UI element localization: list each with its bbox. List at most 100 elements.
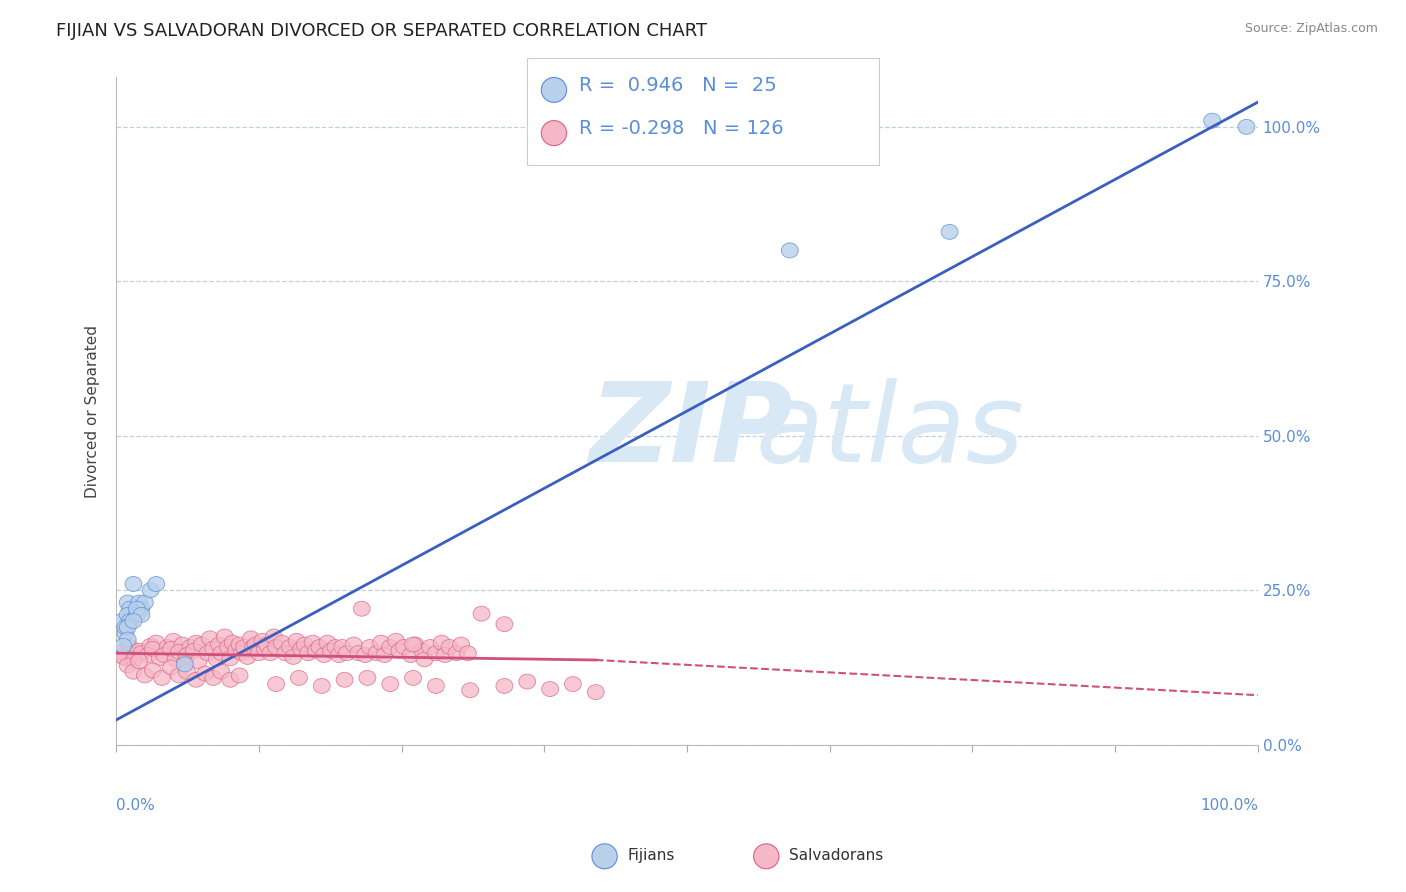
Ellipse shape xyxy=(179,665,195,679)
Ellipse shape xyxy=(267,677,284,691)
Ellipse shape xyxy=(314,679,330,693)
Ellipse shape xyxy=(330,648,347,663)
Ellipse shape xyxy=(179,648,195,663)
Ellipse shape xyxy=(165,633,181,648)
Text: 0.0%: 0.0% xyxy=(117,798,155,813)
Ellipse shape xyxy=(205,671,222,685)
Ellipse shape xyxy=(474,607,491,621)
Ellipse shape xyxy=(256,641,273,657)
Ellipse shape xyxy=(382,640,399,655)
Ellipse shape xyxy=(121,614,138,629)
Ellipse shape xyxy=(117,650,134,665)
Ellipse shape xyxy=(212,665,229,679)
Ellipse shape xyxy=(333,640,350,655)
Ellipse shape xyxy=(395,640,412,655)
Ellipse shape xyxy=(125,665,142,679)
Ellipse shape xyxy=(142,639,159,653)
Ellipse shape xyxy=(131,654,148,669)
Ellipse shape xyxy=(163,641,180,657)
Ellipse shape xyxy=(136,595,153,610)
Ellipse shape xyxy=(121,640,138,655)
Ellipse shape xyxy=(368,646,385,661)
Ellipse shape xyxy=(588,685,605,699)
Ellipse shape xyxy=(361,640,378,655)
Ellipse shape xyxy=(405,671,422,685)
Ellipse shape xyxy=(308,643,325,658)
Ellipse shape xyxy=(496,616,513,632)
Ellipse shape xyxy=(564,677,581,691)
Ellipse shape xyxy=(208,652,225,667)
Ellipse shape xyxy=(190,654,207,669)
Text: R =  0.946   N =  25: R = 0.946 N = 25 xyxy=(579,76,778,95)
Ellipse shape xyxy=(427,679,444,693)
Ellipse shape xyxy=(259,637,276,652)
Ellipse shape xyxy=(357,648,374,663)
Ellipse shape xyxy=(163,660,180,675)
Ellipse shape xyxy=(460,646,477,661)
Ellipse shape xyxy=(388,633,405,648)
Ellipse shape xyxy=(117,620,134,635)
Ellipse shape xyxy=(1237,120,1256,135)
Text: atlas: atlas xyxy=(755,377,1024,484)
Ellipse shape xyxy=(359,671,375,685)
Ellipse shape xyxy=(449,646,465,661)
Ellipse shape xyxy=(120,632,136,647)
Ellipse shape xyxy=(413,643,430,658)
Ellipse shape xyxy=(782,243,799,258)
Ellipse shape xyxy=(288,633,305,648)
Ellipse shape xyxy=(222,673,239,687)
Ellipse shape xyxy=(346,637,363,652)
Text: FIJIAN VS SALVADORAN DIVORCED OR SEPARATED CORRELATION CHART: FIJIAN VS SALVADORAN DIVORCED OR SEPARAT… xyxy=(56,22,707,40)
Ellipse shape xyxy=(200,646,217,661)
Ellipse shape xyxy=(406,637,423,652)
Ellipse shape xyxy=(245,640,262,655)
Ellipse shape xyxy=(152,650,169,665)
Ellipse shape xyxy=(231,668,247,683)
Ellipse shape xyxy=(201,631,218,646)
Ellipse shape xyxy=(176,657,193,672)
Ellipse shape xyxy=(496,679,513,693)
Ellipse shape xyxy=(299,646,316,661)
Ellipse shape xyxy=(134,646,150,661)
Text: Salvadorans: Salvadorans xyxy=(789,848,883,863)
Ellipse shape xyxy=(225,635,242,650)
Ellipse shape xyxy=(328,640,344,655)
Ellipse shape xyxy=(176,656,193,671)
Ellipse shape xyxy=(422,640,439,655)
Text: Fijians: Fijians xyxy=(627,848,675,863)
Ellipse shape xyxy=(131,595,148,610)
Ellipse shape xyxy=(125,576,142,591)
Ellipse shape xyxy=(373,635,389,650)
Ellipse shape xyxy=(127,652,143,667)
Ellipse shape xyxy=(350,646,367,661)
Ellipse shape xyxy=(391,643,408,658)
Ellipse shape xyxy=(250,646,267,661)
Ellipse shape xyxy=(145,641,162,657)
Ellipse shape xyxy=(433,635,450,650)
Ellipse shape xyxy=(188,635,205,650)
Ellipse shape xyxy=(125,648,142,663)
Ellipse shape xyxy=(292,641,309,657)
Ellipse shape xyxy=(322,643,339,658)
Ellipse shape xyxy=(115,649,132,665)
Ellipse shape xyxy=(219,640,236,655)
Ellipse shape xyxy=(194,637,211,652)
Ellipse shape xyxy=(239,649,256,665)
Ellipse shape xyxy=(120,658,136,673)
Ellipse shape xyxy=(267,640,284,655)
Text: Source: ZipAtlas.com: Source: ZipAtlas.com xyxy=(1244,22,1378,36)
Ellipse shape xyxy=(453,637,470,652)
Ellipse shape xyxy=(297,637,314,652)
Ellipse shape xyxy=(112,645,129,659)
Ellipse shape xyxy=(142,582,159,598)
Ellipse shape xyxy=(120,620,136,635)
Ellipse shape xyxy=(139,648,156,663)
Ellipse shape xyxy=(212,646,229,661)
Ellipse shape xyxy=(461,682,478,698)
Ellipse shape xyxy=(128,607,145,623)
Ellipse shape xyxy=(114,614,131,629)
Ellipse shape xyxy=(128,601,145,616)
Ellipse shape xyxy=(211,637,228,652)
Ellipse shape xyxy=(197,666,214,681)
Ellipse shape xyxy=(311,640,328,655)
